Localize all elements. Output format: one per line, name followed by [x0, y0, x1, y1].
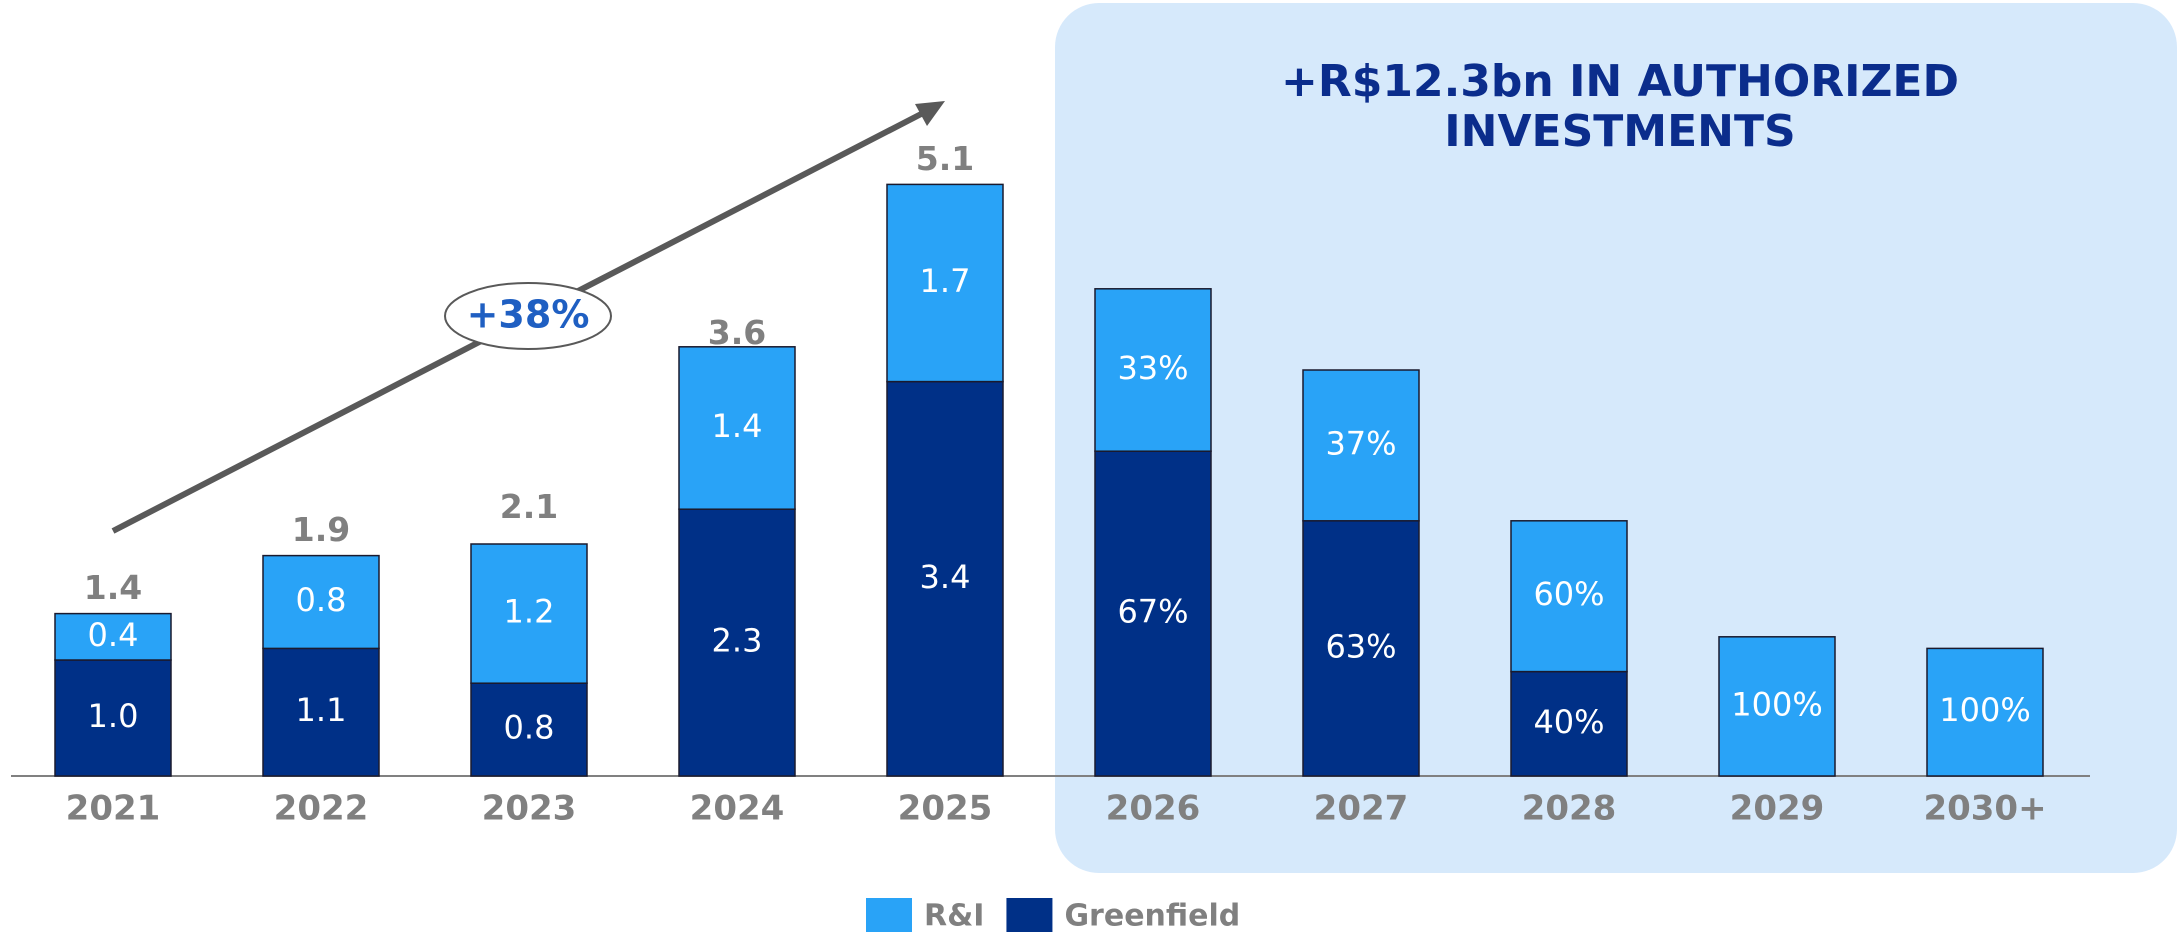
- share-label: 60%: [1533, 575, 1604, 613]
- legend-swatch: [866, 898, 912, 932]
- value-label: 1.0: [88, 697, 139, 735]
- bar-segment: [886, 380, 1004, 777]
- bar-segment: [1510, 670, 1628, 777]
- x-tick-label: 2029: [1730, 789, 1825, 829]
- share-label: 37%: [1325, 424, 1396, 462]
- annotation-bubble: [444, 282, 612, 350]
- title-line: +R$12.3bn IN AUTHORIZED: [1281, 56, 1959, 107]
- legend-label: Greenfield: [1064, 899, 1240, 932]
- total-label: 3.6: [708, 313, 766, 352]
- arrow-head: [915, 101, 945, 126]
- legend-label: R&I: [924, 899, 984, 932]
- total-label: 1.9: [292, 510, 350, 549]
- bar-segment: [1302, 520, 1420, 777]
- total-label: 5.1: [916, 139, 974, 178]
- value-label: 1.4: [712, 407, 763, 445]
- x-tick-label: 2024: [690, 789, 785, 829]
- value-label: 2.3: [712, 622, 763, 660]
- bar-segment: [678, 508, 796, 777]
- share-label: 67%: [1117, 593, 1188, 631]
- title-line: INVESTMENTS: [1444, 106, 1795, 157]
- x-tick-label: 2025: [898, 789, 993, 829]
- value-label: 1.7: [920, 262, 971, 300]
- bar-segment: [262, 554, 380, 650]
- bar-segment: [1718, 636, 1836, 777]
- total-label: 2.1: [500, 487, 558, 526]
- bar-segment: [678, 346, 796, 510]
- x-tick-label: 2021: [66, 789, 161, 829]
- share-label: 63%: [1325, 627, 1396, 665]
- annotation: +38%: [467, 293, 590, 337]
- bar-segment: [1094, 288, 1212, 452]
- x-tick-label: 2026: [1106, 789, 1201, 829]
- share-label: 40%: [1533, 703, 1604, 741]
- bar-segment: [1302, 369, 1420, 522]
- share-label: 100%: [1731, 685, 1822, 723]
- value-label: 0.8: [504, 709, 555, 747]
- value-label: 3.4: [920, 558, 971, 596]
- value-label: 1.2: [504, 593, 555, 631]
- share-label: 33%: [1117, 349, 1188, 387]
- legend-swatch: [1006, 898, 1053, 932]
- bar-segment: [54, 659, 172, 777]
- bar-segment: [886, 183, 1004, 383]
- total-label: 1.4: [84, 568, 142, 607]
- bar-segment: [470, 543, 588, 684]
- x-tick-label: 2030+: [1923, 789, 2046, 829]
- value-label: 0.4: [88, 616, 139, 654]
- bar-segment: [1510, 520, 1628, 673]
- value-label: 1.1: [296, 691, 347, 729]
- share-label: 100%: [1939, 691, 2030, 729]
- bar-segment: [1094, 450, 1212, 777]
- x-tick-label: 2028: [1522, 789, 1617, 829]
- x-tick-label: 2027: [1314, 789, 1409, 829]
- x-tick-label: 2023: [482, 789, 577, 829]
- x-tick-label: 2022: [274, 789, 369, 829]
- value-label: 0.8: [296, 581, 347, 619]
- bar-segment: [54, 612, 172, 661]
- bar-segment: [1926, 647, 2044, 777]
